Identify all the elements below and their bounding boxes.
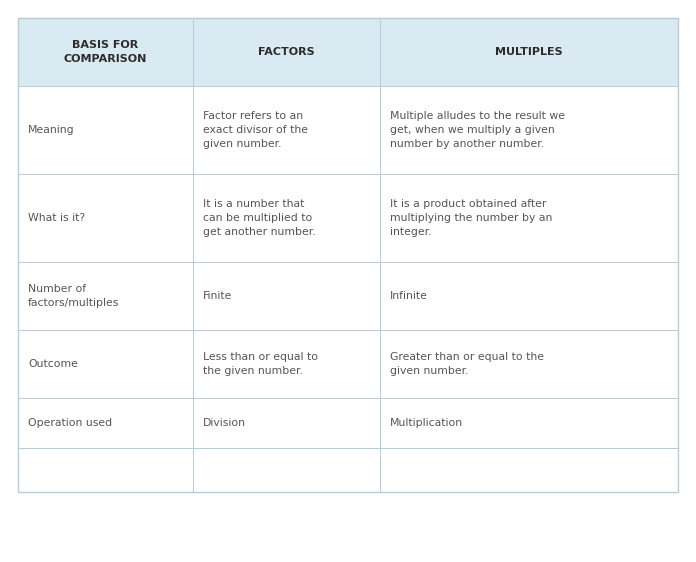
Text: Multiple alludes to the result we
get, when we multiply a given
number by anothe: Multiple alludes to the result we get, w…	[390, 111, 565, 148]
Text: Multiplication: Multiplication	[390, 418, 463, 428]
Text: Number of
factors/multiples: Number of factors/multiples	[28, 284, 120, 308]
Text: Meaning: Meaning	[28, 125, 74, 135]
Text: What is it?: What is it?	[28, 213, 85, 223]
Text: MULTIPLES: MULTIPLES	[495, 47, 563, 57]
Bar	[18, 18, 678, 492]
Text: Infinite: Infinite	[390, 291, 428, 301]
Bar	[18, 18, 678, 492]
Bar	[18, 398, 678, 448]
Bar	[18, 86, 678, 174]
Text: BASIS FOR
COMPARISON: BASIS FOR COMPARISON	[64, 40, 147, 64]
Text: Outcome: Outcome	[28, 359, 78, 369]
Text: Factor refers to an
exact divisor of the
given number.: Factor refers to an exact divisor of the…	[203, 111, 308, 148]
Text: Greater than or equal to the
given number.: Greater than or equal to the given numbe…	[390, 352, 544, 376]
Text: Operation used: Operation used	[28, 418, 112, 428]
Text: Less than or equal to
the given number.: Less than or equal to the given number.	[203, 352, 318, 376]
Bar	[18, 262, 678, 330]
Text: It is a number that
can be multiplied to
get another number.: It is a number that can be multiplied to…	[203, 200, 315, 237]
Text: FACTORS: FACTORS	[258, 47, 315, 57]
Bar	[18, 174, 678, 262]
Bar	[18, 330, 678, 398]
Text: Finite: Finite	[203, 291, 232, 301]
Bar	[18, 18, 678, 86]
Text: Division: Division	[203, 418, 246, 428]
Text: It is a product obtained after
multiplying the number by an
integer.: It is a product obtained after multiplyi…	[390, 200, 553, 237]
